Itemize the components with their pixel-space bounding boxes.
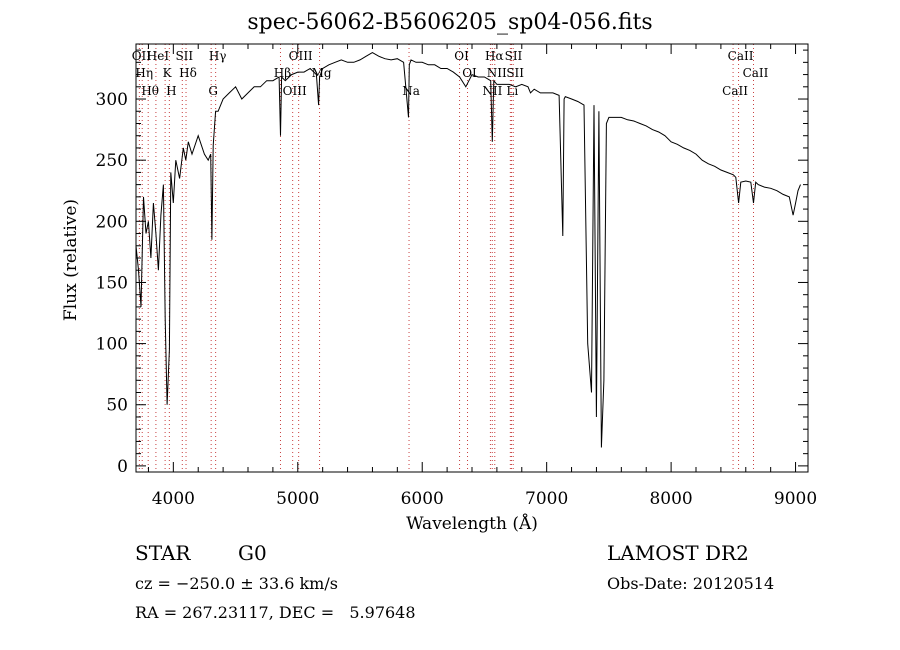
line-label: HeI <box>147 49 170 63</box>
x-tick-label: 4000 <box>152 489 195 509</box>
x-tick-label: 7000 <box>525 489 568 509</box>
coordinates: RA = 267.23117, DEC = 5.97648 <box>135 603 416 622</box>
survey-name: LAMOST DR2 <box>607 541 749 565</box>
observation-date: Obs-Date: 20120514 <box>607 574 775 593</box>
object-class: STAR <box>135 541 191 565</box>
line-label: CaII <box>722 84 748 98</box>
x-axis: 4000 5000 6000 7000 8000 9000 <box>147 44 817 509</box>
line-label: H <box>166 84 176 98</box>
line-label: Hγ <box>209 49 227 63</box>
y-tick-label: 250 <box>96 151 128 171</box>
plot-frame <box>135 43 809 473</box>
y-axis: 0 50 100 150 200 250 300 <box>96 49 808 477</box>
line-label: Hδ <box>179 66 197 80</box>
y-tick-label: 50 <box>106 396 128 416</box>
line-label: OIII <box>283 84 307 98</box>
line-label: Hη <box>135 66 153 80</box>
line-label: OIII <box>289 49 313 63</box>
x-tick-label: 9000 <box>774 489 817 509</box>
y-tick-label: 100 <box>96 335 128 355</box>
line-label: Hα <box>485 49 504 63</box>
line-label: SII <box>175 49 193 63</box>
line-label: NII <box>487 66 507 80</box>
redshift-velocity: cz = −250.0 ± 33.6 km/s <box>135 574 338 593</box>
spectrum-line <box>135 52 801 448</box>
line-label: OI <box>454 49 469 63</box>
line-label: Hβ <box>274 66 291 80</box>
line-label: K <box>163 66 173 80</box>
line-label: NII <box>482 84 502 98</box>
y-tick-label: 300 <box>96 90 128 110</box>
y-tick-label: 150 <box>96 273 128 293</box>
x-axis-label: Wavelength (Å) <box>406 513 538 534</box>
x-tick-label: 6000 <box>401 489 444 509</box>
line-label: SII <box>506 66 524 80</box>
line-label: G <box>208 84 218 98</box>
line-label: OII <box>132 49 152 63</box>
line-label: Na <box>402 84 420 98</box>
x-tick-label: 5000 <box>276 489 319 509</box>
y-tick-label: 0 <box>117 457 128 477</box>
object-subclass: G0 <box>238 541 267 565</box>
x-tick-label: 8000 <box>649 489 692 509</box>
y-tick-label: 200 <box>96 212 128 232</box>
line-label: Li <box>506 84 518 98</box>
spectral-line-labels: OIIHηHθHeIKHSIIHδGHγHβOIIIOIIIMgNaOIOINI… <box>132 49 769 98</box>
line-label: CaII <box>728 49 754 63</box>
line-label: CaII <box>743 66 769 80</box>
line-label: SII <box>505 49 523 63</box>
line-label: Hθ <box>141 84 159 98</box>
y-axis-label: Flux (relative) <box>61 199 81 321</box>
chart-title: spec-56062-B5606205_sp04-056.fits <box>247 10 653 35</box>
spectral-line-markers <box>138 44 754 472</box>
line-label: OI <box>462 66 477 80</box>
